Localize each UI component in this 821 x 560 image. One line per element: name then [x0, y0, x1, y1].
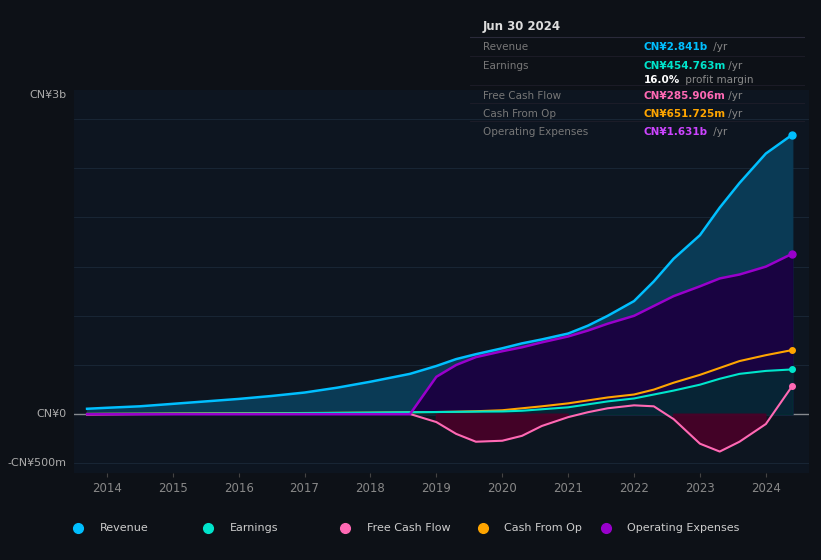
Text: 16.0%: 16.0%	[644, 76, 680, 85]
Text: Earnings: Earnings	[483, 60, 529, 71]
Text: CN¥1.631b: CN¥1.631b	[644, 127, 708, 137]
Text: CN¥0: CN¥0	[36, 409, 67, 419]
Text: Earnings: Earnings	[230, 523, 278, 533]
Text: /yr: /yr	[725, 91, 742, 101]
Text: CN¥285.906m: CN¥285.906m	[644, 91, 726, 101]
Text: /yr: /yr	[710, 127, 727, 137]
Text: Operating Expenses: Operating Expenses	[627, 523, 740, 533]
Text: Jun 30 2024: Jun 30 2024	[483, 20, 561, 33]
Text: CN¥3b: CN¥3b	[30, 90, 67, 100]
Text: Cash From Op: Cash From Op	[483, 109, 556, 119]
Text: /yr: /yr	[710, 42, 727, 52]
Text: -CN¥500m: -CN¥500m	[7, 459, 67, 468]
Text: CN¥454.763m: CN¥454.763m	[644, 60, 726, 71]
Text: CN¥2.841b: CN¥2.841b	[644, 42, 708, 52]
Text: Free Cash Flow: Free Cash Flow	[367, 523, 451, 533]
Text: /yr: /yr	[725, 109, 742, 119]
Text: CN¥651.725m: CN¥651.725m	[644, 109, 726, 119]
Text: Operating Expenses: Operating Expenses	[483, 127, 589, 137]
Text: Free Cash Flow: Free Cash Flow	[483, 91, 561, 101]
Text: /yr: /yr	[725, 60, 742, 71]
Text: profit margin: profit margin	[682, 76, 754, 85]
Text: Revenue: Revenue	[483, 42, 528, 52]
Text: Revenue: Revenue	[100, 523, 149, 533]
Text: Cash From Op: Cash From Op	[504, 523, 582, 533]
